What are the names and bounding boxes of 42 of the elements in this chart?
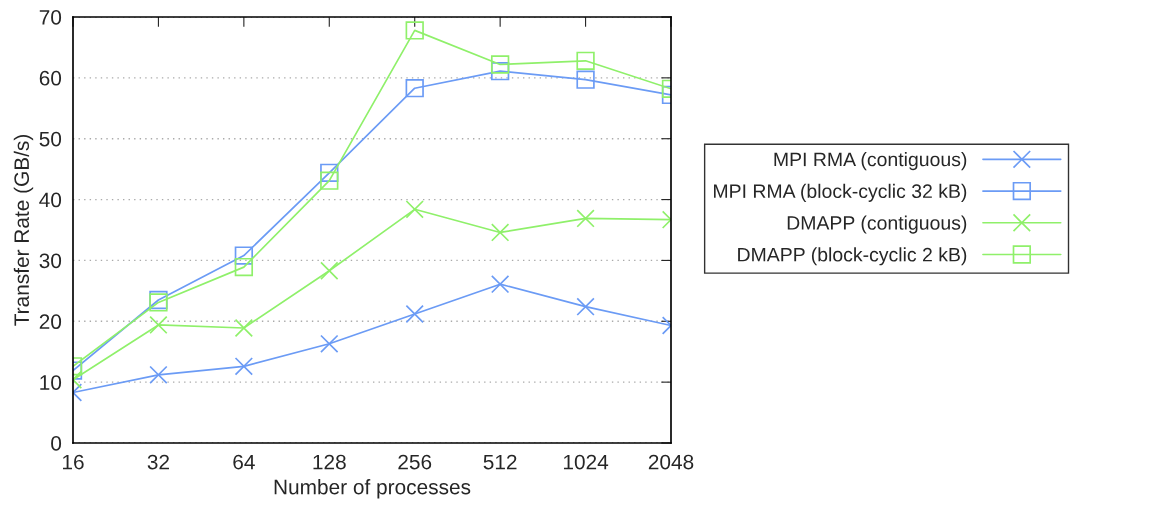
legend-label: DMAPP (block-cyclic 2 kB) [738, 247, 967, 266]
point [320, 334, 339, 353]
point [149, 365, 168, 385]
point [405, 304, 424, 324]
y-tick-label: 30 [39, 253, 62, 269]
legend-label: DMAPP (contiguous) [787, 215, 967, 234]
y-tick-label: 0 [51, 436, 62, 451]
y-tick-label: 40 [39, 192, 62, 208]
y-tick-label: 10 [40, 375, 62, 390]
x-tick-label: 512 [483, 454, 517, 470]
point [320, 261, 339, 280]
point [405, 79, 424, 98]
point [234, 318, 254, 338]
x-tick-label: 64 [233, 454, 255, 470]
point [576, 70, 595, 89]
x-tick-label: 2048 [648, 454, 694, 470]
x-tick-label: 32 [147, 454, 169, 470]
point [234, 257, 254, 277]
x-tick-label: 256 [398, 454, 432, 470]
point [490, 274, 510, 294]
point [234, 246, 254, 265]
point [405, 200, 424, 219]
x-tick-label: 128 [313, 454, 346, 470]
y-tick-label: 70 [39, 10, 62, 25]
y-tick-label: 20 [39, 314, 62, 330]
point [405, 21, 424, 40]
y-axis-title: Transfer Rate (GB/s) [13, 135, 34, 326]
point [576, 209, 595, 228]
x-tick-label: 1024 [563, 454, 609, 470]
x-axis-title: Number of processes [274, 479, 471, 499]
y-tick-label: 60 [39, 70, 62, 86]
y-tick-label: 50 [39, 131, 62, 147]
point [234, 357, 254, 376]
x-tick-label: 16 [63, 454, 84, 470]
point [149, 315, 168, 335]
point [490, 223, 510, 242]
legend-label: MPI RMA (contiguous) [774, 152, 967, 171]
point [320, 171, 339, 190]
point [576, 51, 595, 70]
legend-label: MPI RMA (block-cyclic 32 kB) [714, 183, 967, 202]
point [490, 55, 510, 74]
point [576, 297, 595, 316]
